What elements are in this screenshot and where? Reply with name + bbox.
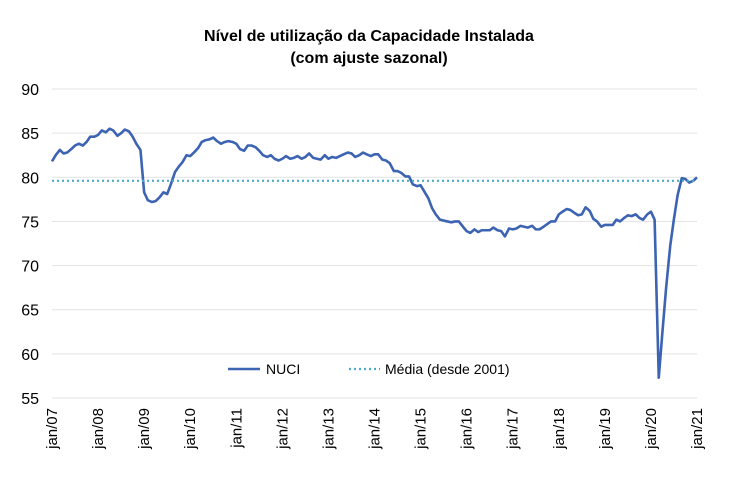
x-tick-label: jan/12 xyxy=(274,408,291,450)
gridlines xyxy=(52,88,697,399)
x-tick-label: jan/11 xyxy=(228,408,245,449)
x-axis-ticks: jan/07 jan/08 jan/09 jan/10 jan/11 jan/12 jan/… xyxy=(44,408,706,450)
y-tick-label: 60 xyxy=(21,347,39,364)
x-tick-label: jan/20 xyxy=(643,408,660,450)
series-layer xyxy=(50,127,698,379)
x-tick-label: jan/13 xyxy=(320,408,337,450)
legend-label: NUCI xyxy=(266,361,300,377)
x-tick-label: jan/07 xyxy=(44,408,61,450)
x-tick-label: jan/19 xyxy=(597,408,614,450)
x-tick-label: jan/16 xyxy=(459,408,476,450)
x-tick-label: jan/10 xyxy=(182,408,199,450)
y-axis-ticks: 55 60 65 70 75 80 85 90 xyxy=(21,82,39,408)
y-tick-label: 80 xyxy=(21,170,39,187)
x-tick-label: jan/08 xyxy=(90,408,107,450)
x-tick-label: jan/14 xyxy=(367,408,384,450)
y-tick-label: 55 xyxy=(21,391,39,408)
x-tick-label: jan/15 xyxy=(413,408,430,450)
x-tick-label: jan/17 xyxy=(505,408,522,450)
y-tick-label: 75 xyxy=(21,214,39,231)
x-tick-label: jan/21 xyxy=(689,408,706,450)
x-tick-label: jan/18 xyxy=(551,408,568,450)
chart-title: Nível de utilização da Capacidade Instal… xyxy=(204,28,534,45)
y-tick-label: 85 xyxy=(21,126,39,143)
chart-subtitle: (com ajuste sazonal) xyxy=(290,50,448,67)
legend-label: Média (desde 2001) xyxy=(385,361,510,377)
x-tick-label: jan/09 xyxy=(136,408,153,450)
y-tick-label: 70 xyxy=(21,259,39,276)
legend: NUCI Média (desde 2001) xyxy=(228,361,510,377)
series-line-nuci xyxy=(50,127,698,379)
y-tick-label: 65 xyxy=(21,303,39,320)
y-tick-label: 90 xyxy=(21,82,39,99)
